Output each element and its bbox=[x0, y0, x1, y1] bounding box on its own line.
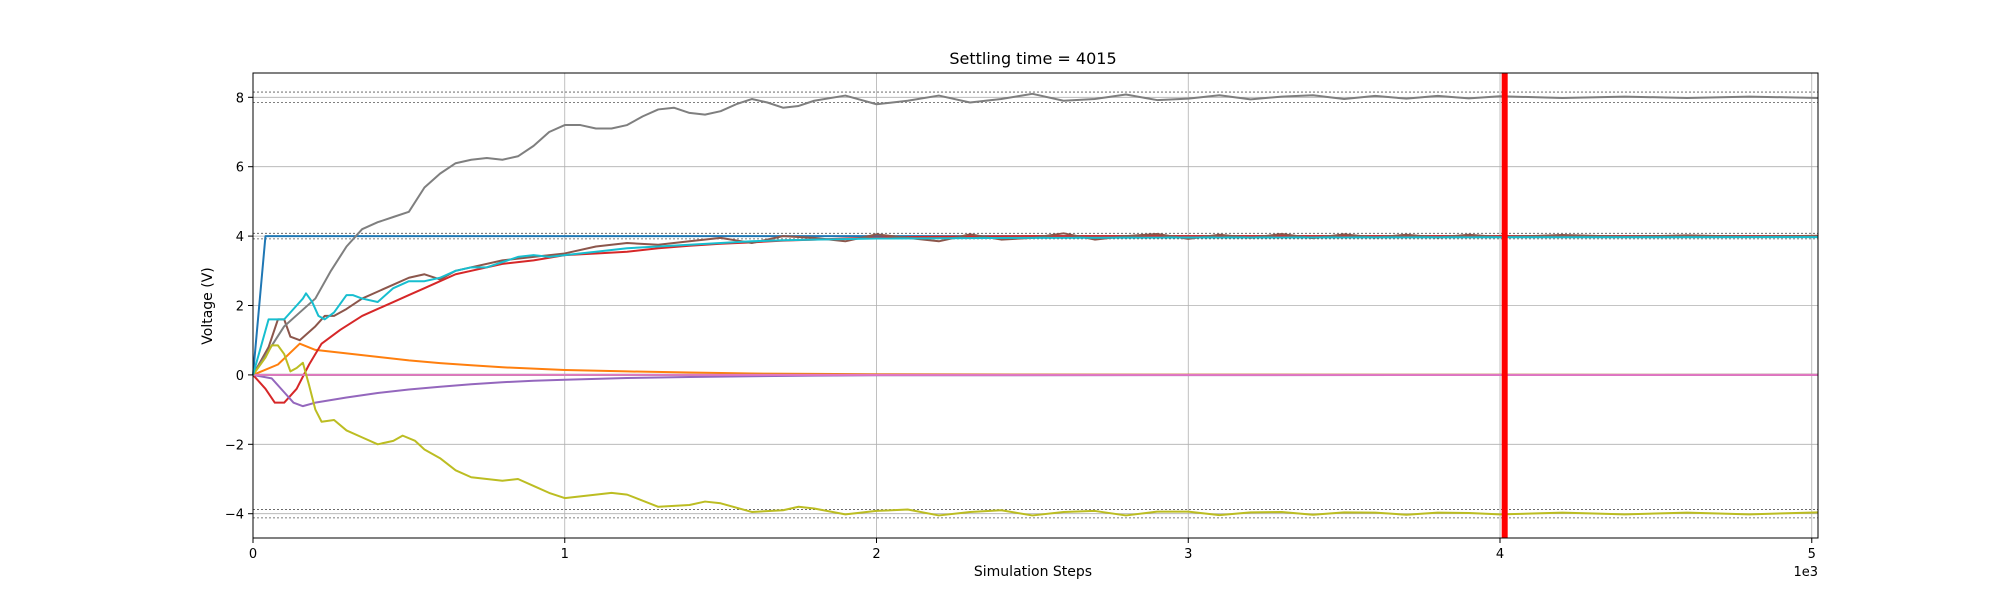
x-axis-label: Simulation Steps bbox=[974, 564, 1092, 580]
y-tick-label: −4 bbox=[225, 508, 244, 523]
y-axis-ticks: −4 −2 0 2 4 6 8 bbox=[225, 91, 253, 523]
y-tick-label: 8 bbox=[236, 91, 244, 106]
series-line-6 bbox=[252, 232, 1819, 376]
y-axis-label: Voltage (V) bbox=[200, 267, 216, 344]
x-tick-label: 3 bbox=[1184, 547, 1192, 562]
series-lines bbox=[252, 92, 1819, 517]
x-axis-scale-label: 1e3 bbox=[1793, 565, 1818, 580]
series-line-8 bbox=[252, 92, 1819, 376]
x-tick-label: 5 bbox=[1808, 547, 1816, 562]
y-tick-label: 0 bbox=[236, 369, 244, 384]
y-tick-label: 6 bbox=[236, 161, 244, 176]
x-tick-label: 4 bbox=[1496, 547, 1504, 562]
series-line-9 bbox=[252, 344, 1819, 517]
y-tick-label: −2 bbox=[225, 438, 244, 453]
series-line-2 bbox=[252, 342, 1819, 376]
grid-lines bbox=[252, 73, 1818, 538]
x-tick-label: 1 bbox=[561, 547, 569, 562]
y-tick-label: 2 bbox=[236, 300, 244, 315]
x-axis-ticks: 0 1 2 3 4 5 bbox=[249, 538, 1816, 562]
x-tick-label: 0 bbox=[249, 547, 257, 562]
tolerance-bands bbox=[253, 91, 1818, 519]
series-line-10 bbox=[252, 236, 1819, 376]
x-tick-label: 2 bbox=[872, 547, 880, 562]
series-line-4 bbox=[252, 235, 1818, 404]
y-tick-label: 4 bbox=[236, 230, 244, 245]
chart-title: Settling time = 4015 bbox=[949, 49, 1116, 68]
series-line-5 bbox=[252, 373, 1819, 408]
